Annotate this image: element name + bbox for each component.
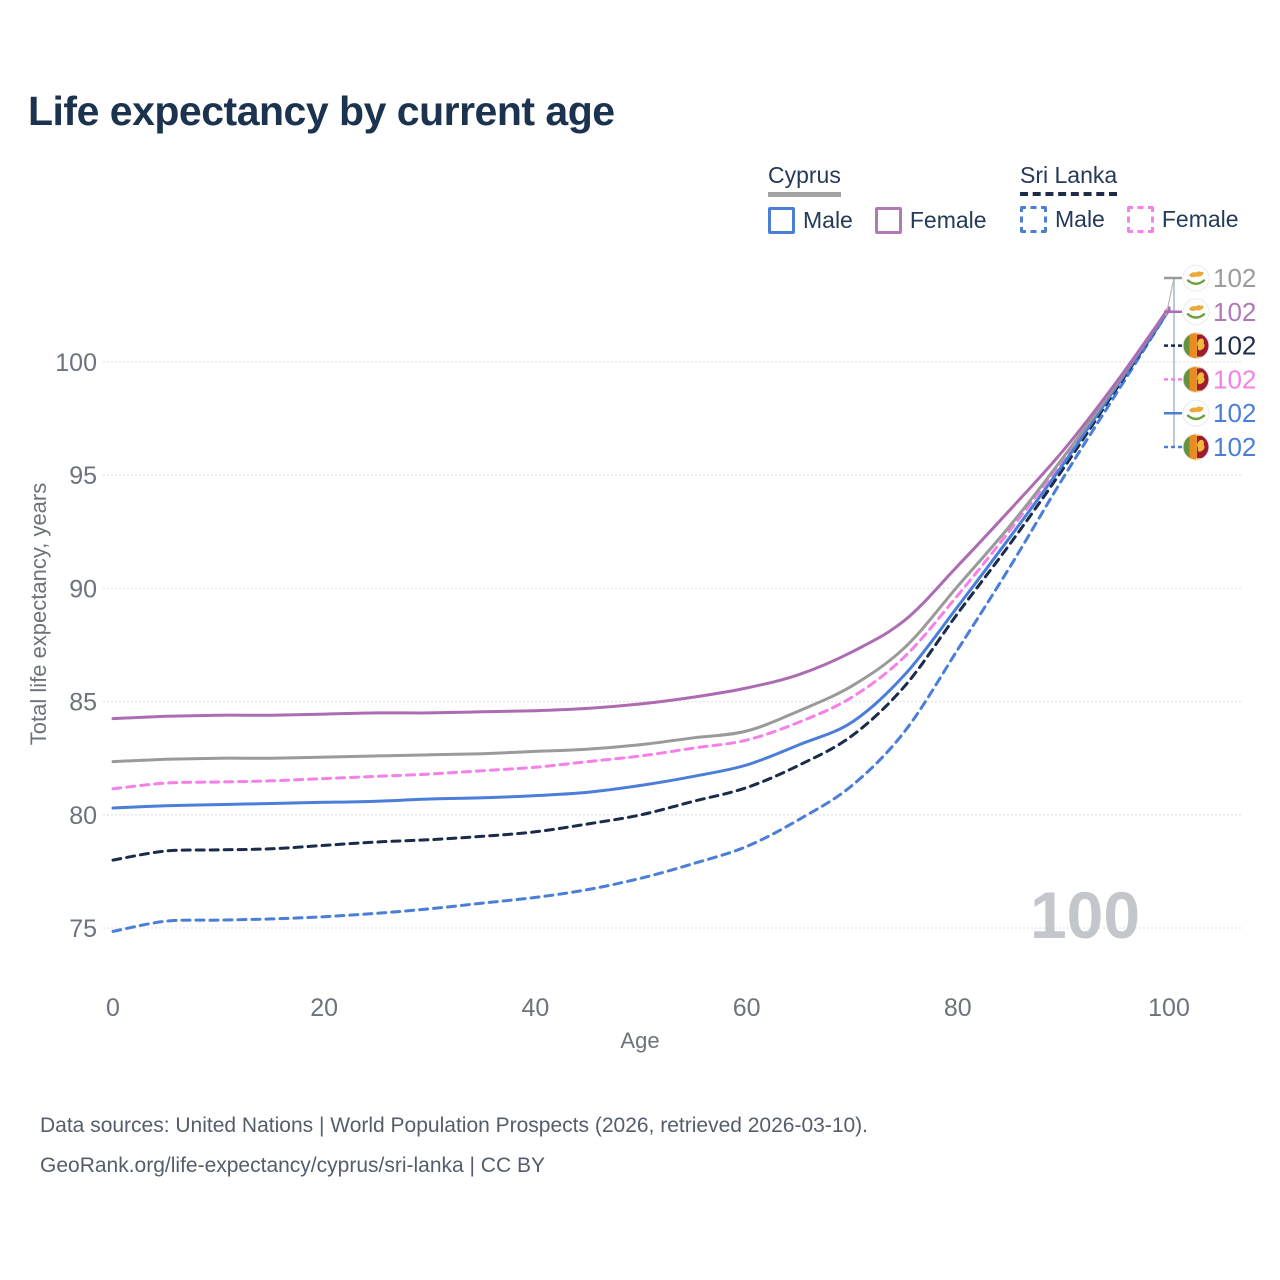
series-line-sri-lanka-male [111, 308, 1171, 933]
x-tick-100: 100 [1148, 994, 1190, 1022]
flag-icon-sri-lanka [1182, 365, 1210, 393]
legend-label-cyprus-female[interactable]: Female [909, 207, 987, 233]
y-tick-95: 95 [69, 462, 97, 490]
legend-country-srilanka: Sri Lanka [1020, 162, 1118, 196]
page-title: Life expectancy by current age [28, 88, 615, 134]
x-tick-20: 20 [310, 994, 338, 1022]
x-tick-60: 60 [733, 994, 761, 1022]
x-tick-40: 40 [521, 994, 549, 1022]
legend-label-srilanka-male[interactable]: Male [1055, 206, 1105, 232]
y-axis-label: Total life expectancy, years [26, 483, 51, 746]
legend-label-cyprus-male[interactable]: Male [803, 207, 853, 233]
flag-icon-cyprus [1182, 298, 1210, 326]
legend-checkbox-srilanka-male[interactable] [1020, 206, 1047, 233]
footer: Data sources: United Nations | World Pop… [40, 1106, 868, 1186]
series-line-cyprus [111, 306, 1171, 764]
y-tick-90: 90 [69, 575, 97, 603]
watermark-age-100: 100 [1030, 878, 1140, 952]
gridlines [103, 361, 1242, 929]
legend-checkbox-srilanka-female[interactable] [1126, 206, 1154, 233]
label-connector-tip [1165, 277, 1175, 317]
x-tick-80: 80 [944, 994, 972, 1022]
footer-data-sources: Data sources: United Nations | World Pop… [40, 1114, 869, 1137]
end-value-cyprus-female: 102 [1213, 297, 1256, 327]
flag-icon-cyprus [1182, 264, 1210, 292]
legend-checkbox-cyprus-female[interactable] [874, 207, 902, 234]
series-line-cyprus-female [111, 306, 1171, 721]
y-tick-85: 85 [69, 689, 97, 717]
flag-icon-sri-lanka [1182, 433, 1210, 461]
legend-label-srilanka-female[interactable]: Female [1161, 206, 1239, 232]
end-value-cyprus: 102 [1213, 263, 1256, 293]
end-value-sri-lanka-female: 102 [1213, 364, 1256, 394]
end-value-sri-lanka: 102 [1213, 331, 1256, 361]
series-line-cyprus-male [111, 308, 1171, 810]
end-value-cyprus-male: 102 [1213, 398, 1256, 428]
y-tick-75: 75 [69, 915, 97, 943]
x-tick-0: 0 [106, 994, 120, 1022]
legend-group-srilanka: Sri Lanka Male Female [1020, 162, 1253, 233]
flag-icon-cyprus [1182, 399, 1210, 427]
x-axis-label: Age [620, 1028, 659, 1053]
end-value-sri-lanka-male: 102 [1213, 432, 1256, 462]
legend-country-cyprus: Cyprus [768, 162, 841, 197]
legend-group-cyprus: Cyprus Male Female [768, 162, 1001, 234]
series-line-sri-lanka [111, 308, 1171, 862]
series-line-sri-lanka-female [111, 306, 1171, 791]
flag-icon-sri-lanka [1182, 332, 1210, 360]
y-tick-100: 100 [55, 349, 97, 377]
legend-checkbox-cyprus-male[interactable] [768, 207, 795, 234]
footer-attribution: GeoRank.org/life-expectancy/cyprus/sri-l… [40, 1154, 545, 1177]
y-tick-80: 80 [69, 802, 97, 830]
